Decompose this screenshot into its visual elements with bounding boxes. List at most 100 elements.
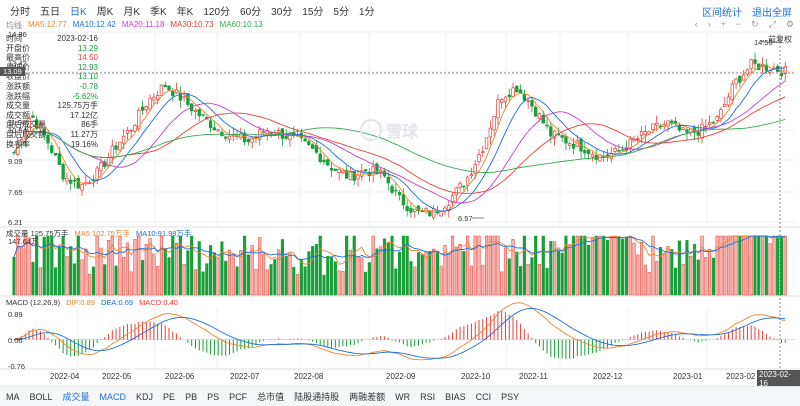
plus-icon[interactable]: +	[720, 19, 726, 29]
volume-bar	[772, 235, 776, 296]
indicator-tab-13[interactable]: RSI	[420, 391, 436, 402]
ma-legend-item: MA10:12.42	[72, 20, 116, 29]
period-tab-0[interactable]: 分时	[10, 6, 30, 18]
indicator-tab-3[interactable]: MACD	[99, 391, 127, 402]
volume-bar	[715, 235, 719, 296]
volume-bar	[178, 235, 182, 296]
candle-body	[473, 164, 477, 174]
volume-bar	[69, 246, 73, 296]
period-tab-6[interactable]: 年K	[176, 6, 194, 18]
adjust-dropdown[interactable]: ⌄ 前复权	[759, 34, 792, 45]
ma-line	[13, 80, 786, 204]
indicator-tab-7[interactable]: PS	[207, 391, 220, 402]
candle-body	[685, 129, 689, 133]
info-row: 最高价 14.50	[6, 53, 98, 63]
indicator-tab-11[interactable]: 两融差额	[349, 392, 386, 402]
volume-bar	[583, 235, 587, 296]
period-tab-9[interactable]: 30分	[271, 6, 293, 18]
volume-bar	[401, 235, 405, 296]
date-axis-label: 2022-09	[386, 372, 416, 381]
period-tab-8[interactable]: 60分	[240, 6, 262, 18]
info-row: 收盘价 13.10	[6, 72, 98, 82]
chevron-left-icon[interactable]: ‹	[694, 19, 698, 29]
indicator-tab-8[interactable]: PCF	[229, 391, 248, 402]
candle-body	[155, 95, 160, 100]
volume-bar	[364, 271, 368, 296]
volume-bar	[125, 242, 129, 296]
candle-body	[484, 137, 489, 149]
volume-bar	[295, 274, 300, 296]
volume-bar	[432, 248, 436, 296]
period-tab-10[interactable]: 15分	[302, 6, 324, 18]
volume-bar	[458, 243, 462, 296]
period-tab-7[interactable]: 120分	[203, 6, 231, 18]
indicator-tab-4[interactable]: KDJ	[136, 391, 154, 402]
fullscreen-icon[interactable]: ⤢	[768, 19, 776, 29]
candle-body	[738, 75, 742, 83]
period-tab-2[interactable]: 日K	[70, 6, 87, 18]
indicator-tab-14[interactable]: BIAS	[445, 391, 466, 402]
volume-bar	[553, 241, 557, 296]
period-tab-11[interactable]: 5分	[333, 6, 349, 18]
volume-bar	[360, 257, 364, 296]
volume-bar	[38, 267, 43, 296]
volume-bar	[193, 269, 198, 296]
volume-bar	[65, 256, 69, 296]
volume-bar	[511, 239, 515, 296]
indicator-bar: MA BOLL 成交量 MACD KDJ PE PB PS PCF 总市值 陆股通持股 两融差额 WR R…	[0, 386, 800, 406]
indicator-tab-16[interactable]: PSY	[501, 391, 520, 402]
settings-icon[interactable]: ⚙	[785, 19, 794, 29]
indicator-tab-1[interactable]: BOLL	[29, 391, 53, 402]
period-tab-3[interactable]: 周K	[96, 6, 114, 18]
candle-body	[783, 65, 787, 75]
volume-bar	[27, 237, 31, 296]
candle-body	[193, 109, 198, 112]
candle-body	[197, 109, 201, 117]
candle-body	[431, 208, 436, 218]
snowball-logo-icon	[360, 119, 382, 141]
indicator-tab-15[interactable]: CCI	[475, 391, 492, 402]
refresh-icon[interactable]: ↻	[751, 19, 759, 29]
candle-body	[19, 138, 24, 142]
candle-body	[677, 124, 682, 131]
indicator-tab-12[interactable]: WR	[395, 391, 411, 402]
volume-bar	[299, 258, 303, 296]
chevron-right-icon[interactable]: ›	[707, 19, 711, 29]
top-link-0[interactable]: 区间统计	[702, 8, 742, 19]
period-tab-4[interactable]: 月K	[123, 6, 141, 18]
volume-bar	[488, 235, 492, 296]
indicator-tab-0[interactable]: MA	[6, 391, 20, 402]
indicator-tab-10[interactable]: 陆股通持股	[294, 392, 340, 402]
info-key: 时间	[6, 34, 22, 43]
volume-legend: 成交量 125.75万手 MA5:102.75万手 MA10:91.98万手	[6, 228, 191, 239]
date-axis-label: 2022-10	[461, 372, 491, 381]
candle-body	[628, 138, 632, 149]
price-axis-label: 11.98	[8, 118, 27, 127]
period-tab-12[interactable]: 1分	[358, 6, 375, 18]
volume-bar	[137, 235, 141, 296]
period-tab-1[interactable]: 五日	[40, 6, 60, 18]
volume-bar	[711, 257, 715, 296]
minus-icon[interactable]: −	[735, 19, 742, 29]
candle-body	[227, 135, 232, 140]
top-link-1[interactable]: 退出全屏	[752, 8, 792, 19]
volume-bar	[643, 264, 647, 296]
price-axis-label: 13.42	[8, 59, 27, 68]
volume-bar	[159, 235, 164, 296]
indicator-tab-5[interactable]: PE	[163, 391, 176, 402]
volume-bar	[35, 235, 39, 296]
indicator-tab-9[interactable]: 总市值	[257, 392, 285, 402]
kline-chart[interactable]	[0, 0, 800, 386]
price-axis-label: 7.65	[8, 188, 23, 197]
candle-body	[12, 151, 16, 154]
volume-bar	[19, 246, 24, 296]
candle-body	[386, 176, 390, 184]
candle-body	[643, 131, 648, 136]
indicator-tab-2[interactable]: 成交量	[62, 392, 90, 402]
indicator-tab-6[interactable]: PB	[185, 391, 198, 402]
volume-bar	[341, 270, 345, 296]
candle-body	[586, 149, 591, 155]
candle-body	[741, 74, 746, 81]
volume-bar	[273, 259, 277, 296]
period-tab-5[interactable]: 季K	[150, 6, 167, 18]
